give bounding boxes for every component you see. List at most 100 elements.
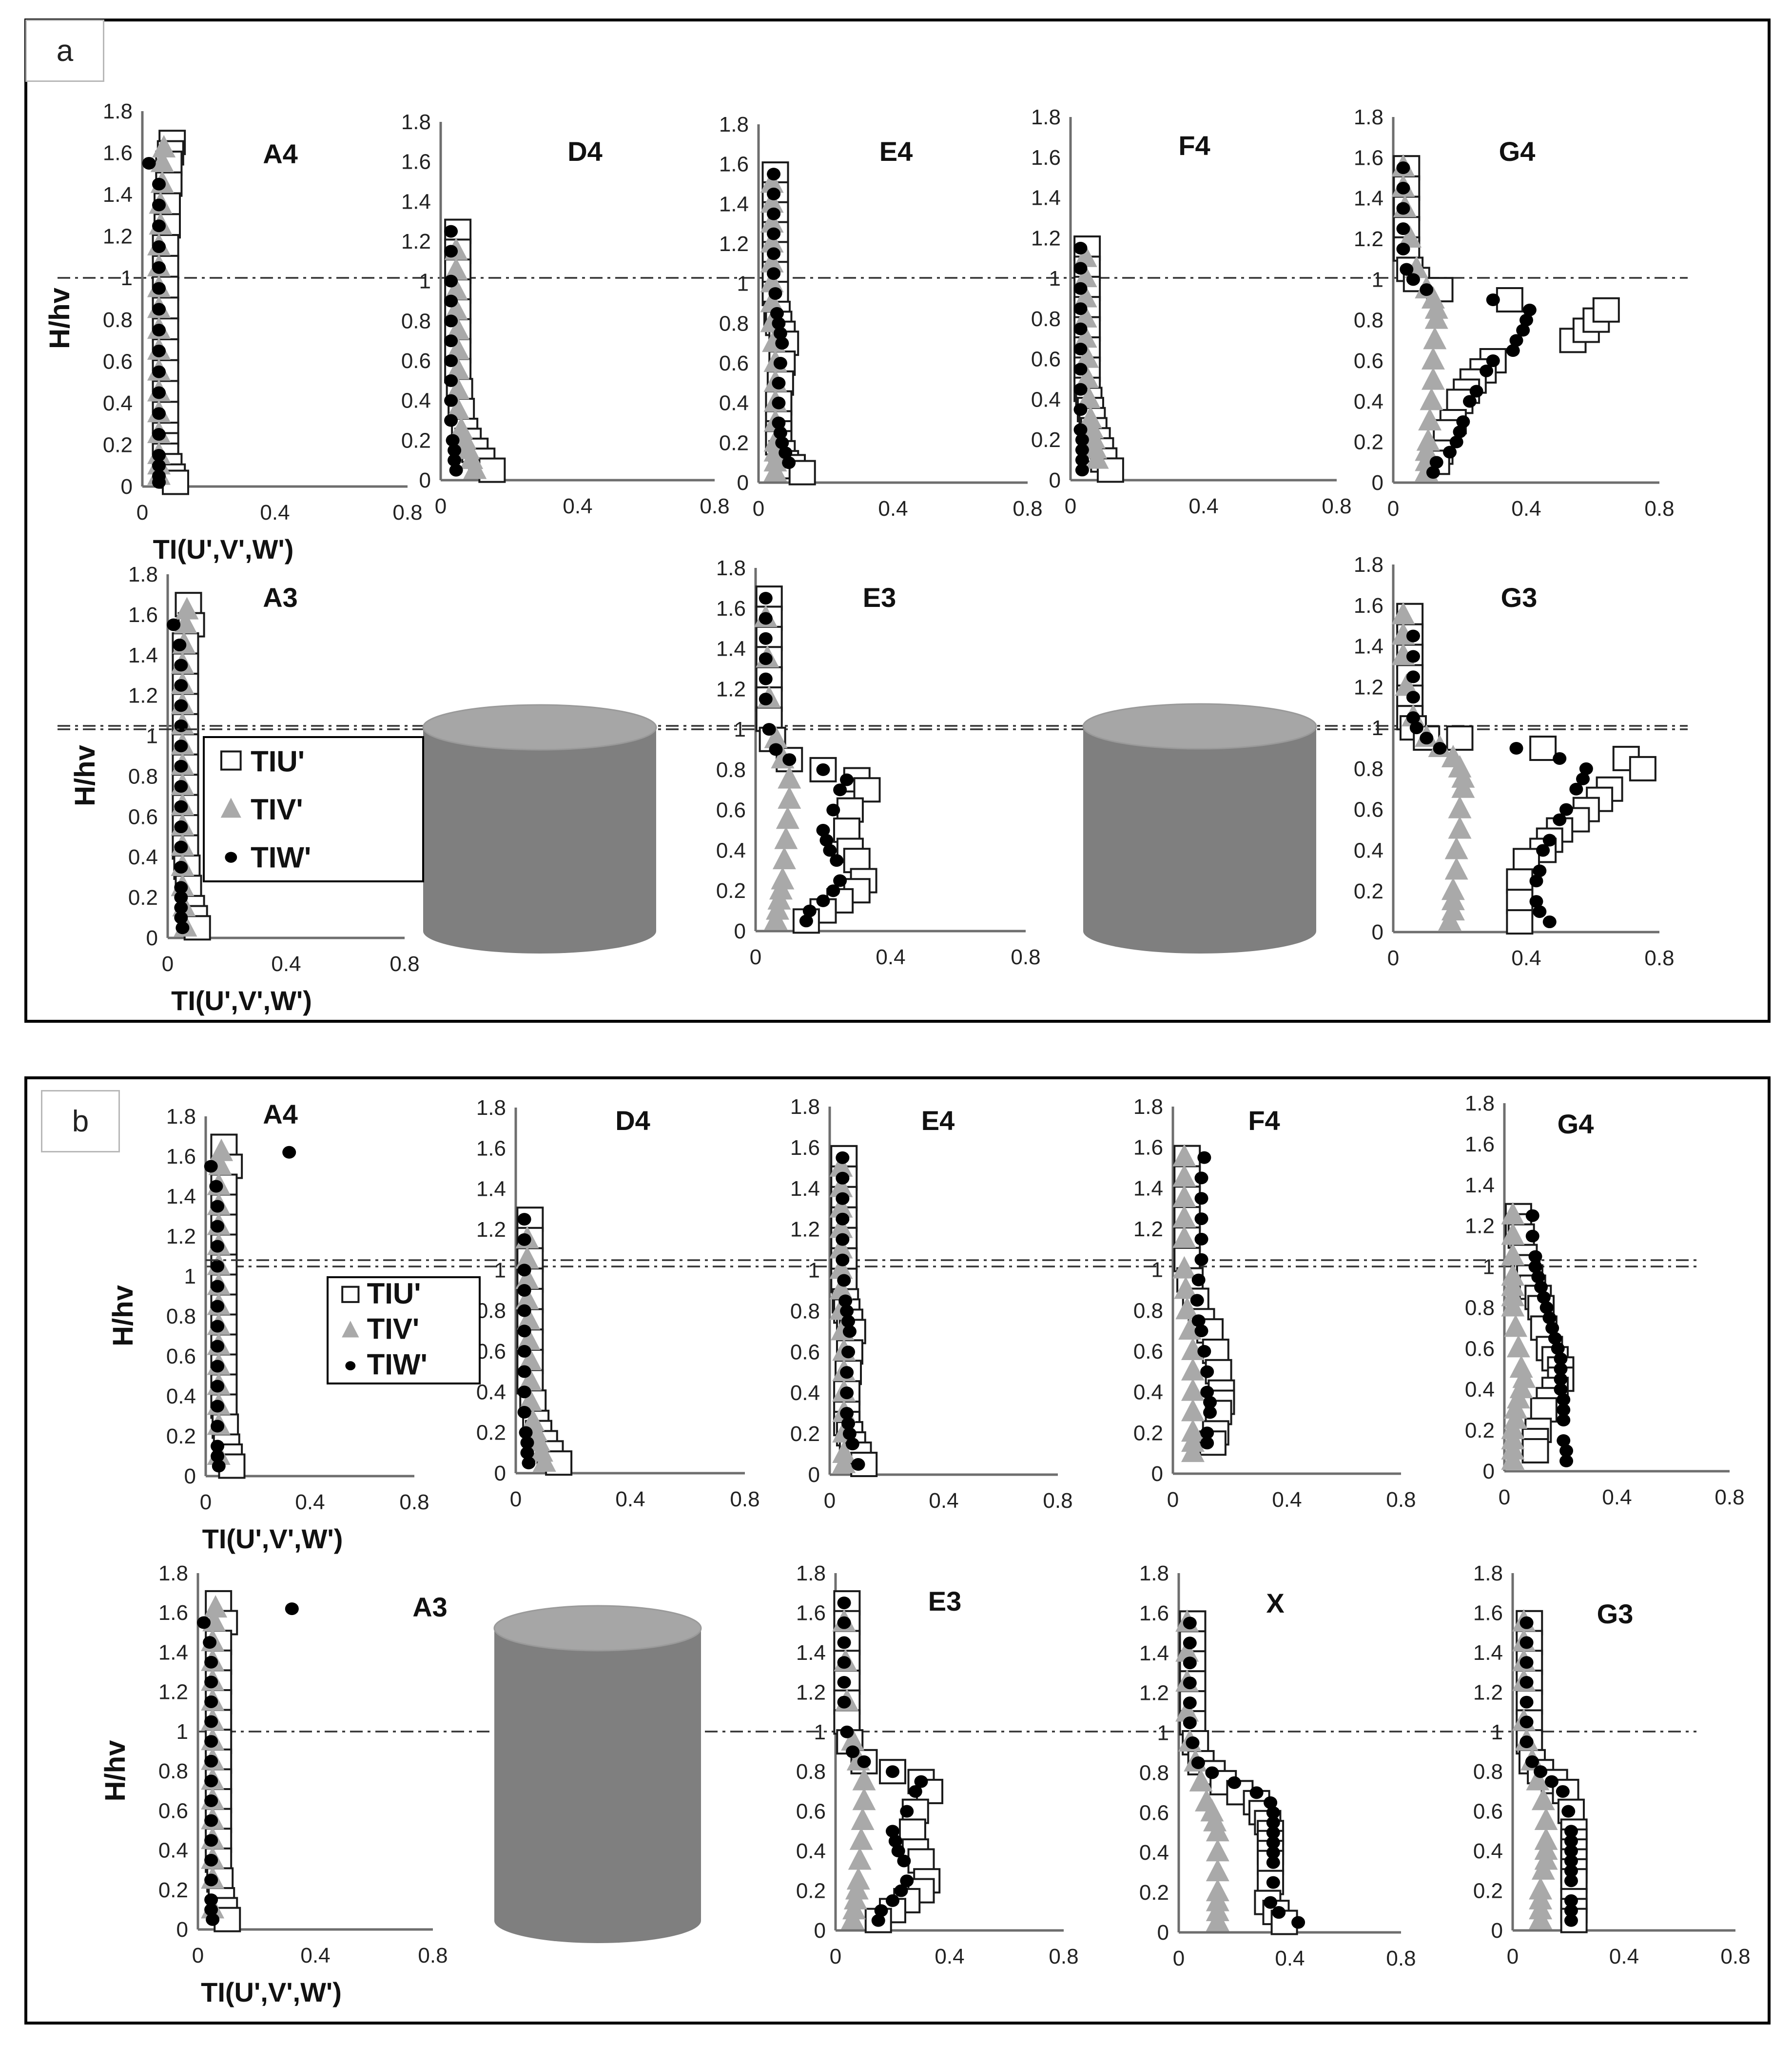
- tiw-point: [840, 1386, 854, 1400]
- tiw-point: [1519, 313, 1533, 327]
- y-tick-label: 1.8: [796, 1561, 826, 1585]
- y-tick-label: 1: [1157, 1721, 1169, 1745]
- y-tick-label: 1.6: [1133, 1136, 1163, 1160]
- y-tick-label: 0.2: [1354, 879, 1383, 903]
- tiw-point: [1554, 1352, 1568, 1365]
- y-tick-label: 0.2: [476, 1421, 506, 1445]
- tiv-point: [1175, 1297, 1199, 1320]
- y-tick-label: 1.8: [1354, 105, 1383, 129]
- tiw-point: [836, 1171, 850, 1185]
- tiw-point: [1533, 905, 1547, 918]
- x-tick-label: 0.8: [1049, 1945, 1078, 1968]
- tiw-point: [894, 1884, 908, 1897]
- tiw-point: [1200, 1426, 1214, 1440]
- chart-title: X: [1266, 1588, 1284, 1618]
- y-tick-label: 0.2: [166, 1424, 196, 1448]
- y-tick-label: 0.6: [1133, 1340, 1163, 1363]
- tiw-point: [446, 434, 460, 447]
- chart-title: D4: [615, 1105, 650, 1136]
- tiv-point: [1423, 327, 1447, 350]
- y-tick-label: 0.6: [158, 1799, 188, 1823]
- tiw-point: [444, 414, 458, 427]
- tiw-point: [204, 1735, 218, 1748]
- y-tick-label: 1.4: [1031, 186, 1061, 210]
- y-tick-label: 1: [121, 266, 133, 290]
- tiw-point: [204, 1754, 218, 1768]
- chart-title: A4: [263, 1099, 298, 1130]
- panel-b-frame: [24, 1076, 1771, 2025]
- tiw-point: [1075, 443, 1089, 456]
- tiw-point: [1534, 1281, 1548, 1294]
- tiv-point: [1206, 1839, 1229, 1862]
- y-tick-label: 1.8: [719, 113, 749, 136]
- x-tick-label: 0.8: [1386, 1488, 1416, 1512]
- y-tick-label: 1.6: [1354, 594, 1383, 618]
- y-tick-label: 0.2: [103, 433, 133, 457]
- y-tick-label: 1.6: [719, 153, 749, 176]
- y-tick-label: 0: [1483, 1460, 1495, 1483]
- tiw-point: [1406, 629, 1420, 643]
- tiw-point: [1183, 1676, 1197, 1690]
- tiw-point: [517, 1324, 531, 1338]
- y-tick-label: 0.8: [1354, 309, 1383, 332]
- y-tick-label: 1.6: [401, 150, 431, 174]
- tiw-point: [772, 416, 786, 429]
- x-axis-label: TI(U',V',W'): [171, 985, 312, 1016]
- tiv-point: [776, 806, 799, 829]
- tiw-point: [1453, 425, 1467, 438]
- chart-a-e4: 0 0.2 0.4 0.6 0.8 1 1.2 1.4 1.6 1.8 0 0.4 0.8 E4: [719, 113, 1043, 521]
- tiw-point: [522, 1457, 536, 1470]
- tiv-point: [150, 149, 174, 172]
- y-tick-label: 1.2: [1031, 226, 1061, 250]
- y-tick-label: 1: [184, 1265, 196, 1288]
- x-axis-label: TI(U',V',W'): [153, 534, 294, 565]
- tiw-point: [1190, 1294, 1204, 1307]
- tiw-point: [1529, 895, 1543, 908]
- tiw-point: [1291, 1916, 1305, 1929]
- y-tick-label: 0.4: [476, 1380, 506, 1404]
- tiw-point: [152, 240, 166, 253]
- tiv-point: [446, 397, 470, 420]
- y-tick-label: 0.8: [128, 764, 158, 788]
- tiv-point: [1077, 386, 1101, 409]
- y-tick-label: 0: [808, 1463, 820, 1487]
- tiv-point: [1501, 1294, 1525, 1317]
- y-tick-label: 1.8: [1354, 553, 1383, 577]
- tiv-point: [774, 826, 798, 849]
- chart-a-g3: 0 0.2 0.4 0.6 0.8 1 1.2 1.4 1.6 1.8 0 0.4 0.8 G3: [1354, 553, 1675, 970]
- x-tick-label: 0: [510, 1487, 522, 1511]
- tiw-point: [174, 760, 188, 773]
- y-tick-label: 0: [1491, 1919, 1503, 1943]
- y-tick-label: 1: [146, 724, 158, 748]
- tiw-point: [211, 1200, 225, 1213]
- y-tick-label: 1.2: [790, 1218, 820, 1242]
- y-tick-label: 0.4: [1473, 1839, 1503, 1863]
- y-tick-label: 0.6: [796, 1800, 826, 1824]
- tiv-point: [1506, 1335, 1530, 1358]
- tiw-point: [444, 274, 458, 288]
- tiw-point: [152, 303, 166, 316]
- x-tick-label: 0.8: [1322, 494, 1351, 518]
- tiu-point: [853, 777, 881, 803]
- tiv-point: [1504, 1314, 1528, 1337]
- y-tick-label: 1.2: [719, 232, 749, 256]
- tiw-point: [767, 227, 781, 240]
- y-tick-label: 0: [737, 471, 749, 495]
- x-tick-label: 0: [192, 1944, 204, 1967]
- tiv-point: [1172, 1225, 1196, 1248]
- legend-label: TIV': [367, 1313, 420, 1345]
- y-tick-label: 1.2: [716, 677, 746, 701]
- tiv-point: [1395, 673, 1419, 696]
- tiv-point: [1181, 1399, 1205, 1422]
- x-tick-label: 0: [136, 501, 148, 525]
- x-tick-label: 0.8: [700, 494, 729, 518]
- tiv-point: [446, 377, 470, 400]
- tiw-point: [211, 1400, 225, 1413]
- tiw-point: [152, 476, 166, 489]
- tiw-point: [1536, 844, 1550, 857]
- tiw-point: [1557, 1393, 1571, 1406]
- tiw-point: [1406, 650, 1420, 663]
- tiw-point: [173, 639, 187, 652]
- tiv-point: [1424, 306, 1448, 329]
- tiv-point: [204, 1595, 228, 1618]
